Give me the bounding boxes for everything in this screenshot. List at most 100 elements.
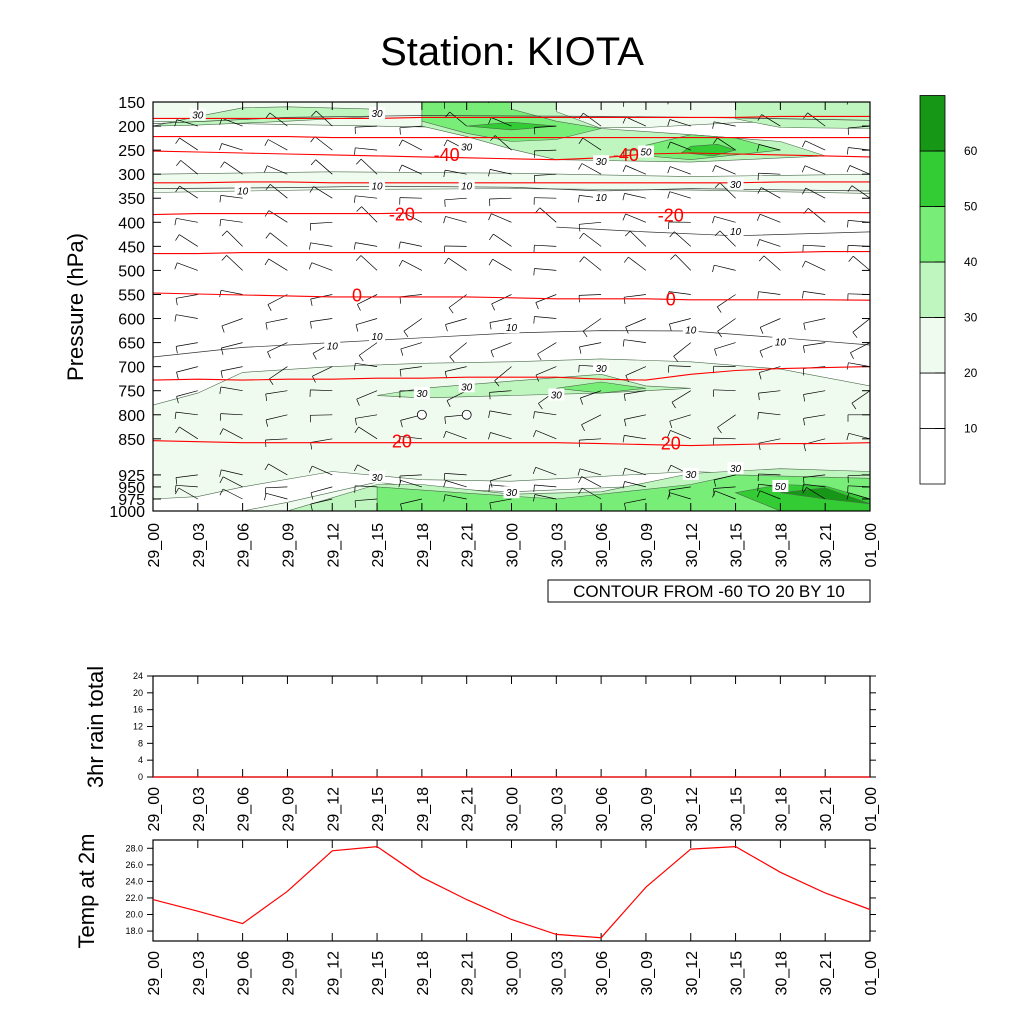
wind-barb-feather xyxy=(533,411,535,419)
humidity-label-bg xyxy=(727,224,744,237)
wind-barb-feather xyxy=(265,90,269,96)
wind-barb-feather xyxy=(667,141,671,149)
wind-barb-staff xyxy=(492,258,512,271)
wind-barb-feather xyxy=(488,213,492,221)
wind-barb-staff xyxy=(534,125,557,128)
wind-barb-feather xyxy=(174,412,177,420)
wind-barb-staff xyxy=(400,241,422,247)
time-tick-label: 30_09 xyxy=(639,787,656,832)
isotherm-line xyxy=(153,212,870,216)
wind-barb-staff xyxy=(445,480,467,488)
wind-barb-feather xyxy=(532,467,537,475)
humidity-contour-label: 30 xyxy=(730,464,742,475)
wind-barb-staff xyxy=(180,160,199,175)
time-tick-label: 29_00 xyxy=(146,523,163,568)
wind-barb-staff xyxy=(355,195,378,199)
wind-barb-feather xyxy=(488,484,490,492)
wind-barb-feather xyxy=(667,430,671,438)
wind-barb-feather xyxy=(445,111,450,118)
calm-wind-circle xyxy=(461,409,472,420)
wind-barb-staff xyxy=(624,481,646,488)
wind-barb-staff xyxy=(399,125,422,129)
wind-barb-staff xyxy=(807,208,826,223)
humidity-label-bg xyxy=(727,177,744,190)
wind-barb-feather xyxy=(757,187,762,194)
wind-barb-staff xyxy=(222,476,243,488)
wind-barb-staff xyxy=(489,197,512,200)
time-tick-label: 30_21 xyxy=(818,951,835,996)
time-tick-label: 29_06 xyxy=(236,523,253,568)
wind-barb-staff xyxy=(400,366,422,370)
wind-barb-feather xyxy=(488,432,491,440)
wind-barb-feather xyxy=(714,230,721,237)
isotherm-line xyxy=(153,150,870,161)
wind-barb-staff xyxy=(625,116,647,127)
wind-barb-feather xyxy=(714,348,717,356)
wind-barb-staff xyxy=(489,390,512,393)
wind-barb-feather xyxy=(717,427,722,434)
wind-barb-feather xyxy=(579,91,583,97)
wind-barb-feather xyxy=(801,260,806,268)
wind-barb-staff xyxy=(402,139,423,151)
wind-barb-feather xyxy=(669,421,673,429)
wind-barb-staff xyxy=(535,430,557,440)
wind-barb-feather xyxy=(175,426,180,433)
time-tick-label: 30_15 xyxy=(729,523,746,568)
temp2m-chart: 18.0 20.0 22.0 24.0 26.0 28.0 29_00 29_03 29_06 2… xyxy=(74,834,880,996)
wind-barb-feather xyxy=(491,303,496,311)
wind-barb-feather xyxy=(443,431,447,439)
wind-barb-staff xyxy=(223,428,243,440)
wind-barb-feather xyxy=(221,230,228,237)
wind-barb-feather xyxy=(265,112,271,119)
wind-barb-staff xyxy=(242,102,243,103)
wind-barb-staff xyxy=(583,232,602,247)
pressure-tick-label: 150 xyxy=(118,95,145,112)
wind-barb-staff xyxy=(221,366,243,372)
wind-barb-staff xyxy=(355,485,378,488)
wind-barb-staff xyxy=(196,102,198,103)
wind-barb-staff xyxy=(625,213,647,223)
wind-barb-feather xyxy=(488,169,491,177)
wind-barb-staff xyxy=(669,191,691,199)
wind-barb-staff xyxy=(266,492,288,500)
time-tick-label: 29_18 xyxy=(415,951,432,996)
humidity-label-bg xyxy=(503,321,520,334)
wind-barb-staff xyxy=(850,342,870,354)
wind-barb-feather xyxy=(399,369,402,377)
wind-barb-staff xyxy=(717,318,736,332)
wind-barb-staff xyxy=(221,469,243,476)
colorbar-bin xyxy=(919,95,946,152)
wind-barb-staff xyxy=(669,318,691,325)
wind-barb-feather xyxy=(579,256,585,263)
time-tick-label: 29_15 xyxy=(370,523,387,568)
humidity-contour-label: 10 xyxy=(730,227,742,238)
wind-barb-feather xyxy=(756,239,760,247)
wind-barb-staff xyxy=(269,112,288,127)
wind-barb-staff xyxy=(268,139,288,151)
wind-barb-feather xyxy=(622,116,627,124)
colorbar-bin xyxy=(919,428,946,485)
wind-barb-staff xyxy=(580,390,602,399)
time-tick-label: 29_09 xyxy=(280,523,297,568)
humidity-label-bg xyxy=(458,140,475,153)
wind-barb-feather xyxy=(134,377,137,383)
time-tick-label: 29_21 xyxy=(460,951,477,996)
wind-barb-feather xyxy=(448,307,454,314)
wind-barb-staff xyxy=(759,239,781,247)
wind-barb-staff xyxy=(581,163,602,175)
wind-barb-feather xyxy=(489,480,493,488)
wind-barb-staff xyxy=(489,169,512,175)
wind-barb-staff xyxy=(489,318,512,323)
wind-barb-feather xyxy=(221,325,225,333)
wind-barb-staff xyxy=(851,390,870,404)
wind-barb-staff xyxy=(717,414,736,428)
wind-barb-staff xyxy=(220,195,243,199)
colorbar: 10 20 30 40 50 60 xyxy=(919,95,978,485)
isotherm-line xyxy=(153,251,870,255)
wind-barb-feather xyxy=(801,140,806,148)
wind-barb-staff xyxy=(624,339,646,343)
wind-barb-feather xyxy=(175,185,180,193)
wind-barb-staff xyxy=(399,435,422,440)
y-tick-label: 18.0 xyxy=(125,926,143,936)
wind-barb-staff xyxy=(355,125,378,128)
